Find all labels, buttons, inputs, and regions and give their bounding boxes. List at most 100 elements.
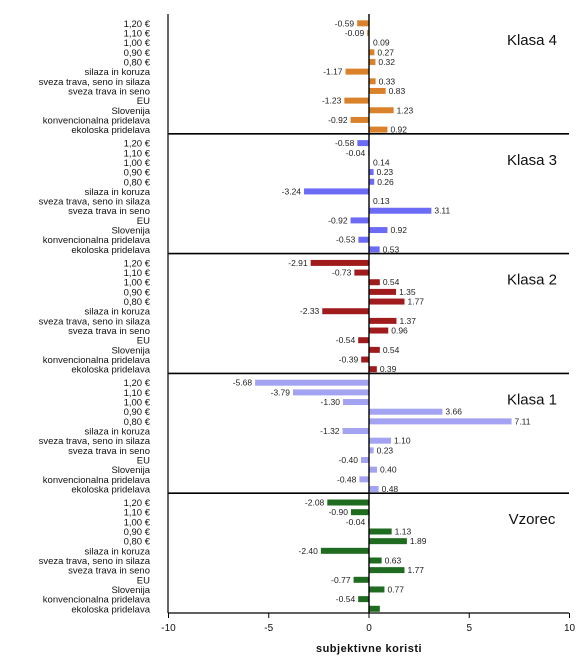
category-label: 0,90 € xyxy=(124,287,151,298)
category-label: 1,00 € xyxy=(124,278,151,289)
category-label: sveza trava in seno xyxy=(68,86,150,97)
data-label: -0.59 xyxy=(335,18,355,28)
data-label: 1.37 xyxy=(399,316,416,326)
bar xyxy=(369,178,375,185)
panel-title: Vzorec xyxy=(509,511,556,528)
category-label: Slovenija xyxy=(111,345,150,356)
category-label: konvencionalna pridelava xyxy=(43,115,151,126)
bar xyxy=(369,327,389,334)
category-label: 1,20 € xyxy=(124,378,151,389)
category-label: 0,80 € xyxy=(124,57,151,68)
category-label: ekoloska pridelava xyxy=(71,125,150,136)
category-label: 0,90 € xyxy=(124,527,151,538)
data-label: 0.40 xyxy=(380,465,397,475)
category-label: Slovenija xyxy=(111,226,150,237)
bar xyxy=(310,259,369,266)
bar xyxy=(369,288,397,295)
category-label: 1,10 € xyxy=(124,148,151,159)
bar xyxy=(369,557,382,564)
bar xyxy=(369,366,377,373)
category-label: sveza trava, seno in silaza xyxy=(39,77,151,88)
category-label: 0,80 € xyxy=(124,417,151,428)
category-label: ekoloska pridelava xyxy=(71,604,150,615)
bar xyxy=(344,97,369,104)
data-label: -0.77 xyxy=(331,575,351,585)
category-label: silaza in koruza xyxy=(85,427,151,438)
bar xyxy=(369,346,380,353)
x-tick-label: 10 xyxy=(564,623,576,634)
category-label: ekoloska pridelava xyxy=(71,484,150,495)
data-label: 0.33 xyxy=(379,76,396,86)
bar xyxy=(369,169,374,176)
category-label: silaza in koruza xyxy=(85,307,151,318)
bar xyxy=(358,596,369,603)
category-label: 1,20 € xyxy=(124,258,151,269)
data-label: 1.23 xyxy=(397,105,414,115)
data-label: -1.23 xyxy=(322,96,342,106)
data-label: -0.73 xyxy=(332,268,352,278)
data-label: 0.92 xyxy=(390,125,407,135)
bar xyxy=(322,308,369,315)
panel-title: Klasa 4 xyxy=(507,32,557,49)
data-label: 0.14 xyxy=(373,157,390,167)
data-label: 0.23 xyxy=(377,445,394,455)
category-label: 0,90 € xyxy=(124,407,151,418)
data-label: -2.33 xyxy=(300,306,320,316)
bar xyxy=(369,447,374,454)
bar xyxy=(304,188,369,195)
data-label: 0.77 xyxy=(387,584,404,594)
category-label: 0,90 € xyxy=(124,168,151,179)
category-label: silaza in koruza xyxy=(85,67,151,78)
category-label: EU xyxy=(137,575,150,586)
panel-klasa-1: Klasa 1 1,20 € -5.68 1,10 € -3.79 1,00 € -1.30… xyxy=(39,378,557,496)
category-label: 0,80 € xyxy=(124,297,151,308)
category-label: silaza in koruza xyxy=(85,546,151,557)
data-label: 3.11 xyxy=(434,206,450,216)
category-label: konvencionalna pridelava xyxy=(43,235,151,246)
bar xyxy=(369,87,386,94)
data-label: -2.91 xyxy=(288,258,308,268)
bar xyxy=(369,408,443,415)
data-label: -0.04 xyxy=(346,517,366,527)
x-tick-label: 0 xyxy=(366,623,372,634)
category-label: 0,90 € xyxy=(124,48,151,59)
data-label: -1.30 xyxy=(321,397,341,407)
data-label: -1.32 xyxy=(320,426,340,436)
panels-group: Klasa 4 1,20 € -0.59 1,10 € -0.09 1,00 € 0.09 0… xyxy=(39,18,557,615)
category-label: sveza trava in seno xyxy=(68,206,150,217)
category-label: ekoloska pridelava xyxy=(71,365,150,376)
category-label: sveza trava in seno xyxy=(68,566,150,577)
bar xyxy=(369,528,392,535)
bar xyxy=(369,317,397,324)
data-label: -0.54 xyxy=(336,335,356,345)
bar xyxy=(369,466,378,473)
data-label: -0.39 xyxy=(339,355,359,365)
category-label: sveza trava, seno in silaza xyxy=(39,436,151,447)
bar xyxy=(350,116,369,123)
category-label: Slovenija xyxy=(111,585,150,596)
data-label: 1.35 xyxy=(399,287,416,297)
bar xyxy=(369,207,432,214)
data-label: -0.90 xyxy=(329,507,349,517)
bar xyxy=(357,20,369,27)
data-label: 0.32 xyxy=(378,57,395,67)
category-label: 1,10 € xyxy=(124,508,151,519)
data-label: 1.77 xyxy=(407,565,424,575)
category-label: konvencionalna pridelava xyxy=(43,475,151,486)
data-label: 7.11 xyxy=(515,416,531,426)
panel-title: Klasa 1 xyxy=(507,391,557,408)
category-label: 1,00 € xyxy=(124,398,151,409)
data-label: -2.08 xyxy=(305,498,325,508)
data-label: -0.09 xyxy=(345,28,365,38)
data-label: -0.92 xyxy=(328,115,348,125)
data-label: -0.48 xyxy=(337,474,357,484)
data-label: 0.09 xyxy=(373,38,390,48)
bar xyxy=(342,399,369,406)
bar xyxy=(369,567,405,574)
data-label: 0.54 xyxy=(383,277,400,287)
data-label: -3.24 xyxy=(282,186,302,196)
bar xyxy=(353,576,369,583)
category-label: sveza trava, seno in silaza xyxy=(39,556,151,567)
category-label: 1,00 € xyxy=(124,38,151,49)
data-label: 1.10 xyxy=(394,436,411,446)
